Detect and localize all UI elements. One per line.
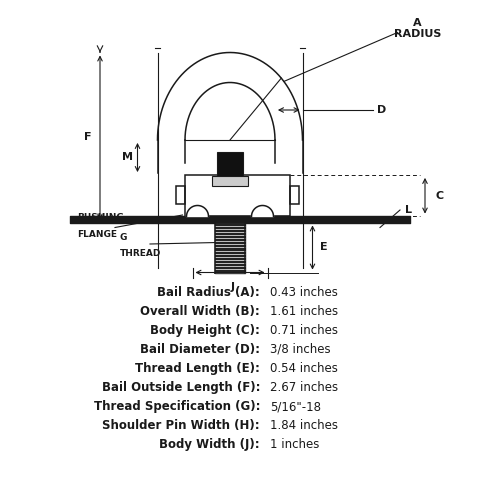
Text: M: M xyxy=(122,152,133,162)
Text: 0.43 inches: 0.43 inches xyxy=(270,286,338,299)
Text: THREAD: THREAD xyxy=(120,249,162,258)
Text: BUSHING: BUSHING xyxy=(78,214,124,222)
Text: A
RADIUS: A RADIUS xyxy=(394,18,441,39)
Polygon shape xyxy=(217,152,243,176)
Text: Bail Diameter (D):: Bail Diameter (D): xyxy=(140,343,260,356)
Text: Thread Length (E):: Thread Length (E): xyxy=(135,362,260,375)
Text: D: D xyxy=(378,105,387,115)
Text: Body Width (J):: Body Width (J): xyxy=(160,438,260,451)
Text: 1.61 inches: 1.61 inches xyxy=(270,305,338,318)
Text: 1 inches: 1 inches xyxy=(270,438,320,451)
Text: 2.67 inches: 2.67 inches xyxy=(270,381,338,394)
Text: Thread Specification (G):: Thread Specification (G): xyxy=(94,400,260,413)
Text: G: G xyxy=(120,232,128,241)
Text: L: L xyxy=(405,205,412,215)
Text: Shoulder Pin Width (H):: Shoulder Pin Width (H): xyxy=(102,419,260,432)
Text: 0.71 inches: 0.71 inches xyxy=(270,324,338,337)
Text: K: K xyxy=(228,240,237,250)
Text: J: J xyxy=(230,282,234,292)
Text: E: E xyxy=(320,242,328,252)
Text: Body Height (C):: Body Height (C): xyxy=(150,324,260,337)
Text: C: C xyxy=(435,190,443,200)
Polygon shape xyxy=(212,176,248,186)
Text: F: F xyxy=(84,132,92,142)
Text: 5/16"-18: 5/16"-18 xyxy=(270,400,321,413)
Text: 0.54 inches: 0.54 inches xyxy=(270,362,338,375)
Text: Overall Width (B):: Overall Width (B): xyxy=(140,305,260,318)
Polygon shape xyxy=(252,206,274,216)
Polygon shape xyxy=(186,206,208,216)
Text: Bail Outside Length (F):: Bail Outside Length (F): xyxy=(102,381,260,394)
Text: 3/8 inches: 3/8 inches xyxy=(270,343,330,356)
Text: 1.84 inches: 1.84 inches xyxy=(270,419,338,432)
Text: FLANGE: FLANGE xyxy=(78,230,118,239)
Text: Bail Radius (A):: Bail Radius (A): xyxy=(157,286,260,299)
